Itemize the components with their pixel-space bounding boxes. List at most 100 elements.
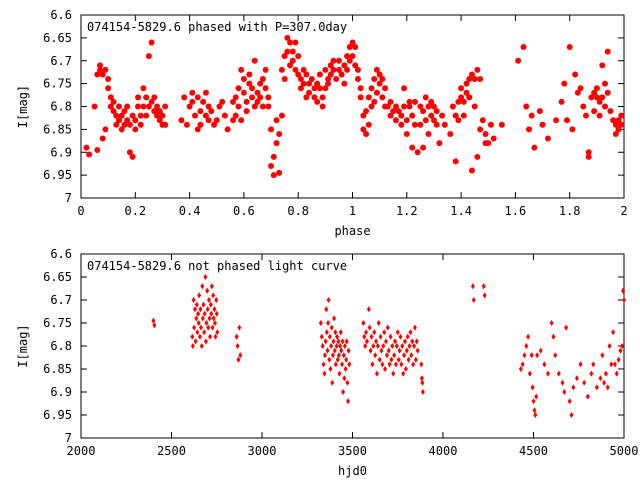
phased-data-point: [192, 112, 199, 119]
unphased-data-point: [208, 333, 213, 340]
phased-y-axis-label: I[mag]: [16, 85, 30, 128]
unphased-y-tick-label: 6.95: [43, 408, 72, 422]
phased-data-point: [422, 94, 429, 101]
unphased-data-point: [394, 343, 399, 349]
unphased-data-point: [191, 297, 196, 303]
unphased-data-point: [383, 366, 388, 372]
unphased-data-point: [522, 352, 527, 359]
unphased-data-point: [415, 347, 420, 354]
phased-x-tick-label: 0.8: [287, 204, 309, 218]
phased-data-point: [601, 103, 608, 110]
phased-x-tick-label: 1.4: [450, 204, 472, 218]
unphased-data-point: [535, 352, 540, 359]
unphased-data-point: [399, 361, 404, 368]
phased-data-point: [425, 103, 432, 110]
phased-data-point: [417, 121, 424, 128]
phased-data-point: [219, 98, 226, 105]
phased-data-point: [596, 112, 603, 119]
phased-data-point: [148, 98, 155, 105]
phased-data-point: [254, 98, 261, 105]
phased-data-point: [306, 89, 313, 96]
phased-data-point: [392, 117, 399, 124]
phased-data-point: [588, 94, 595, 101]
phased-data-point: [341, 80, 348, 87]
unphased-data-point: [614, 370, 619, 377]
phased-data-point: [572, 71, 579, 78]
phased-data-point: [216, 103, 223, 110]
phased-data-point: [354, 66, 361, 73]
phased-data-point: [439, 112, 446, 119]
phased-data-point: [183, 121, 190, 128]
unphased-data-point: [202, 329, 207, 336]
unphased-data-point: [611, 329, 616, 336]
unphased-data-point: [398, 333, 403, 340]
unphased-data-point: [324, 329, 329, 336]
phased-data-point: [490, 135, 497, 142]
unphased-data-point: [334, 343, 339, 349]
phased-data-point: [238, 66, 245, 73]
phased-x-tick-label: 2: [620, 204, 627, 218]
phased-data-point: [124, 117, 131, 124]
phased-data-point: [273, 117, 280, 124]
phased-data-point: [107, 94, 114, 101]
phased-data-point: [338, 71, 345, 78]
unphased-data-point: [329, 324, 334, 331]
unphased-data-point: [542, 361, 547, 368]
unphased-data-point: [377, 356, 382, 363]
phased-data-point: [425, 130, 432, 137]
phased-data-point: [406, 103, 413, 110]
unphased-data-point: [197, 333, 202, 340]
phased-data-point: [268, 162, 275, 169]
unphased-x-axis-label: hjd0: [338, 464, 367, 478]
unphased-data-point: [330, 379, 335, 386]
unphased-data-point: [372, 329, 377, 336]
unphased-data-point: [194, 301, 199, 308]
phased-data-point: [268, 126, 275, 133]
unphased-x-tick-label: 3500: [338, 444, 367, 458]
unphased-data-point: [338, 343, 343, 349]
unphased-data-point: [532, 407, 537, 414]
unphased-y-tick-label: 6.85: [43, 362, 72, 376]
phased-data-point: [392, 103, 399, 110]
unphased-data-point: [578, 361, 583, 368]
unphased-data-point: [345, 398, 350, 405]
unphased-data-point: [419, 361, 424, 368]
phased-data-point: [344, 53, 351, 60]
phased-data-point: [420, 108, 427, 115]
unphased-data-point: [211, 292, 216, 299]
phased-data-point: [249, 94, 256, 101]
phased-data-point: [373, 89, 380, 96]
phased-data-point: [121, 121, 128, 128]
phased-y-tick-label: 6.7: [50, 54, 72, 68]
unphased-data-point: [203, 338, 208, 345]
unphased-data-point: [325, 347, 330, 354]
phased-data-point: [414, 149, 421, 156]
unphased-data-point: [401, 370, 406, 377]
phased-data-point: [360, 126, 367, 133]
phased-data-point: [585, 153, 592, 160]
unphased-data-point: [190, 343, 195, 349]
unphased-data-point: [205, 287, 210, 294]
unphased-data-point: [526, 333, 531, 340]
unphased-data-point: [202, 310, 207, 317]
phased-data-point: [319, 103, 326, 110]
unphased-x-tick-label: 5000: [610, 444, 639, 458]
phased-data-point: [262, 85, 269, 92]
unphased-data-point: [533, 412, 538, 418]
phased-data-point: [116, 117, 123, 124]
phased-data-point: [360, 112, 367, 119]
unphased-data-point: [206, 297, 211, 303]
unphased-data-point: [420, 379, 425, 386]
phased-data-point: [159, 112, 166, 119]
phased-data-point: [292, 39, 299, 46]
phased-data-point: [270, 153, 277, 160]
phased-data-point: [612, 121, 619, 128]
unphased-x-tick-label: 3000: [248, 444, 277, 458]
phased-data-point: [452, 112, 459, 119]
phased-data-point: [126, 149, 133, 156]
phased-data-point: [580, 103, 587, 110]
unphased-data-point: [201, 301, 206, 308]
phased-data-point: [208, 108, 215, 115]
unphased-data-point: [199, 343, 204, 349]
phased-data-point: [151, 94, 158, 101]
